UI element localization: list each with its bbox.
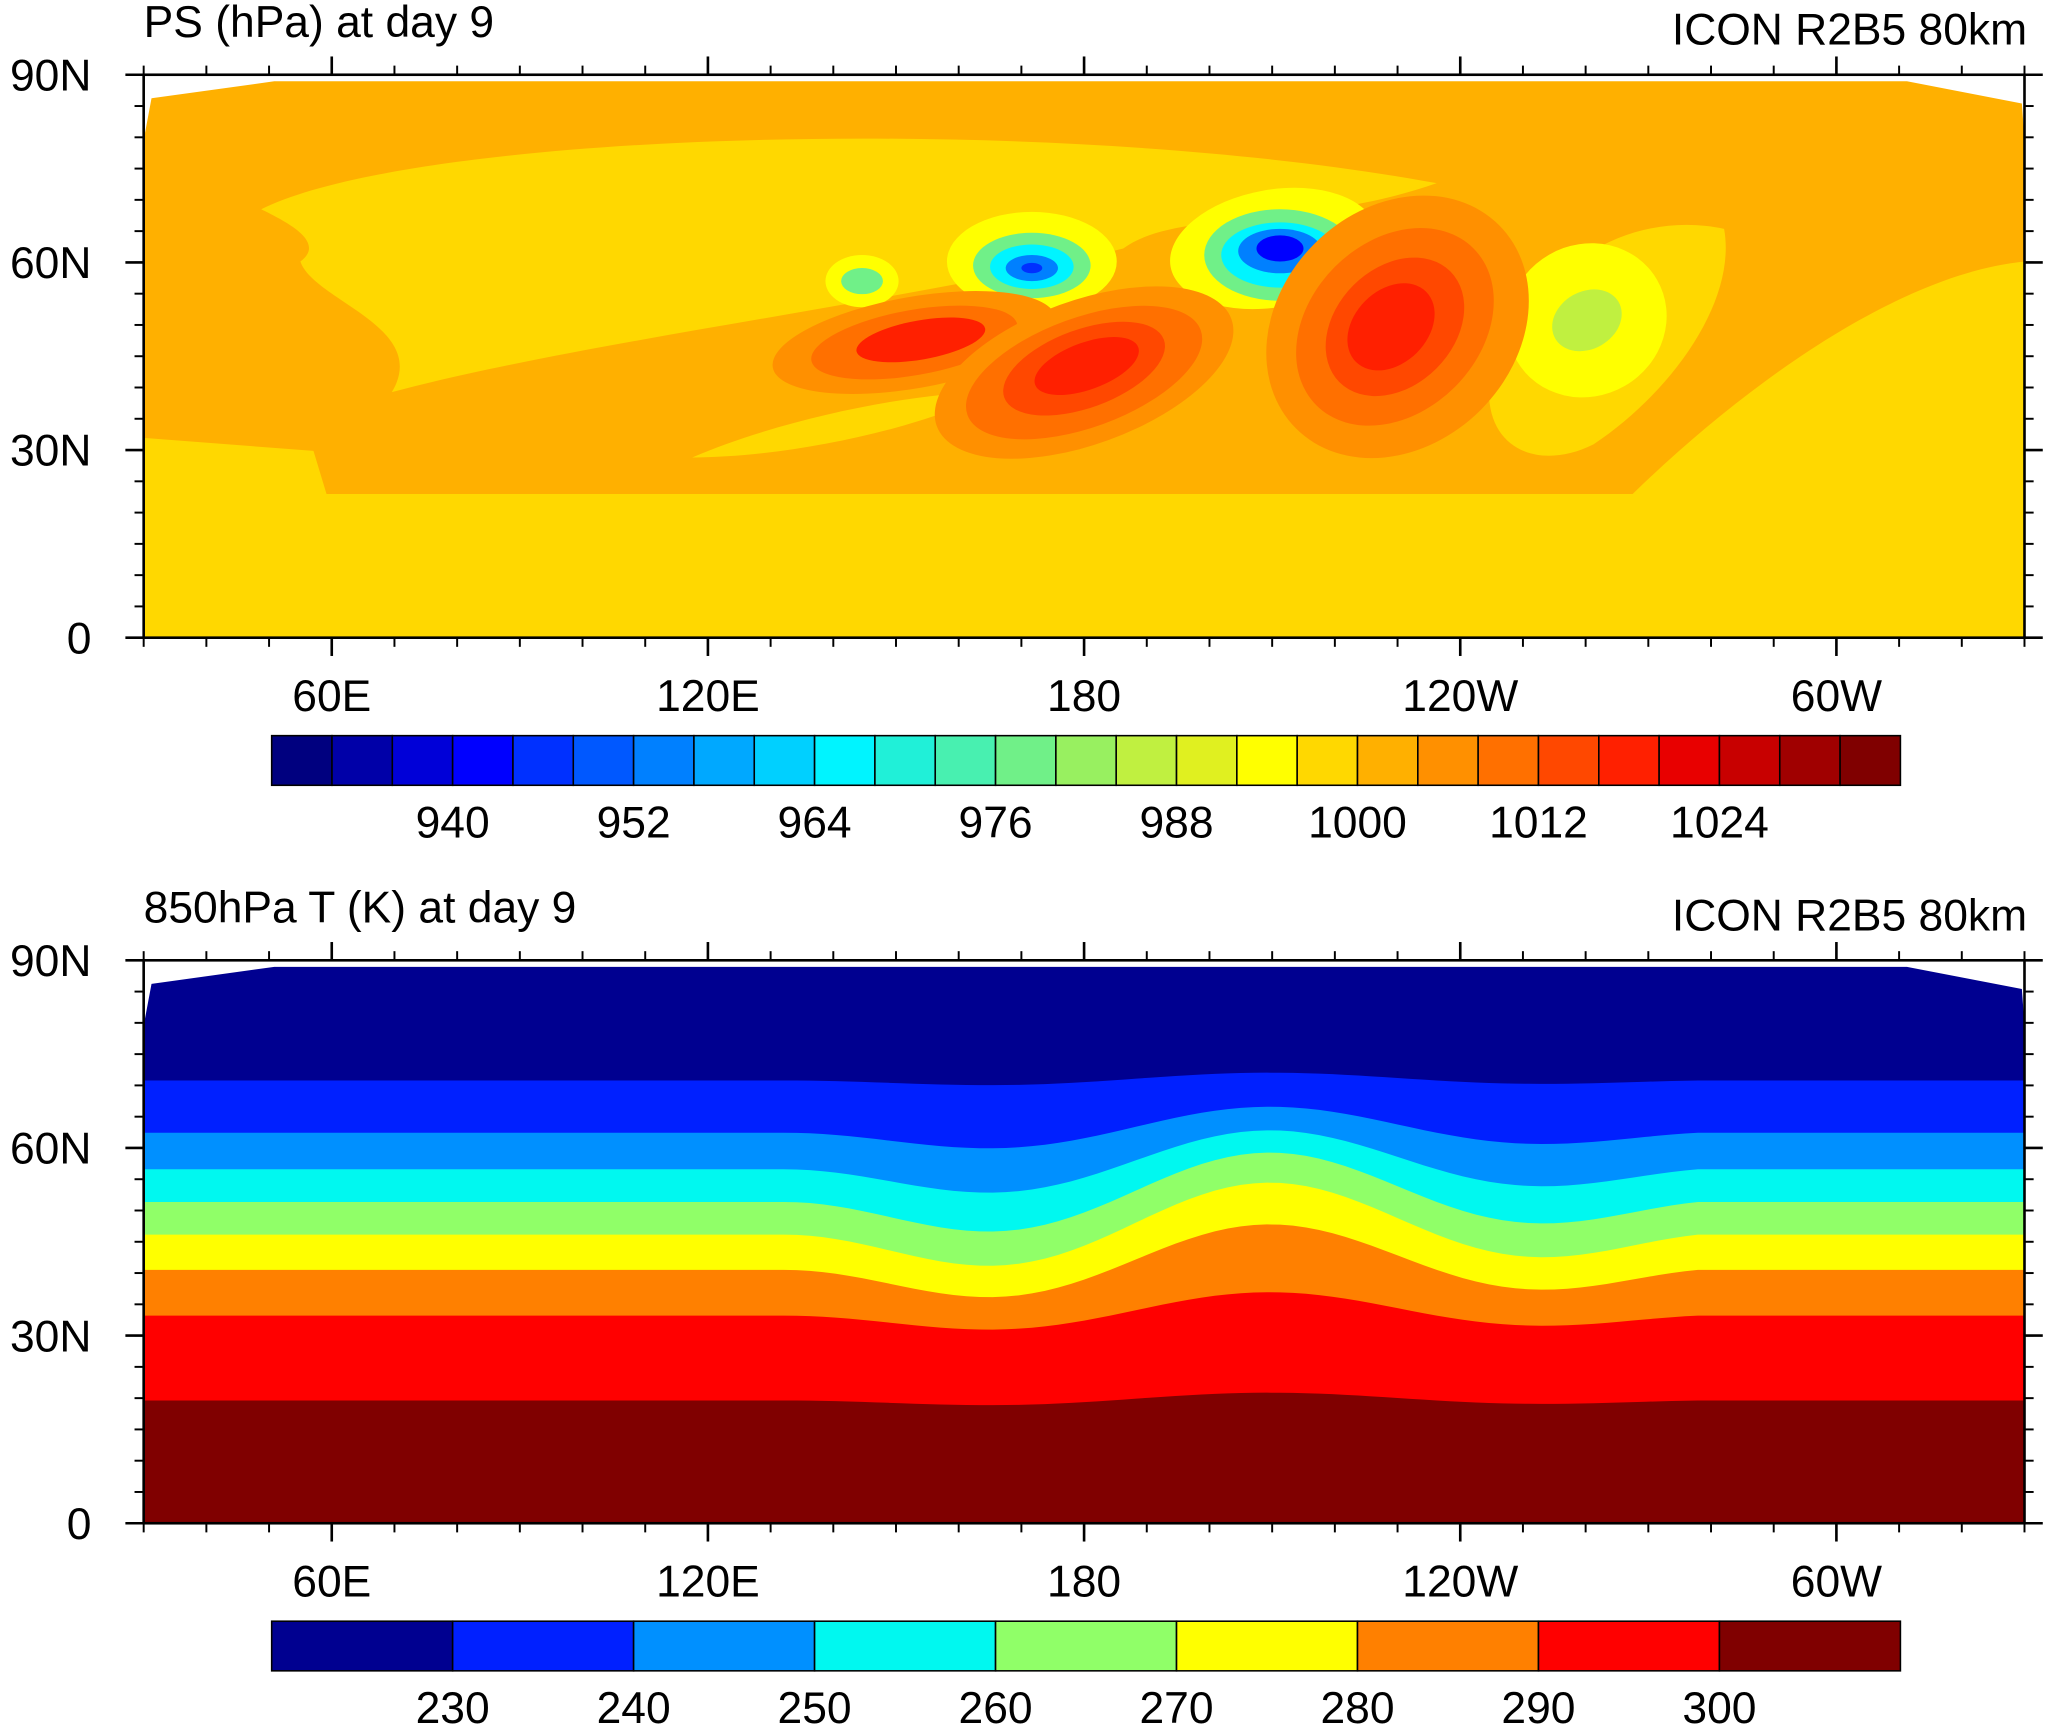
colorbar-box bbox=[994, 1620, 1178, 1672]
chart-title: PS (hPa) at day 9 bbox=[144, 0, 494, 47]
colorbar-label: 1012 bbox=[1489, 799, 1588, 848]
chart-subtitle: ICON R2B5 80km bbox=[1672, 891, 2027, 940]
colorbar-box bbox=[391, 734, 454, 787]
contour-fill bbox=[1034, 337, 1139, 396]
colorbar-box bbox=[1718, 1620, 1902, 1672]
x-tick-label: 120E bbox=[656, 672, 760, 721]
colorbar-box bbox=[270, 1620, 454, 1672]
x-tick-label: 60E bbox=[292, 672, 371, 721]
colorbar-box bbox=[753, 734, 816, 787]
colorbar-box bbox=[813, 1620, 997, 1672]
colorbar-label: 300 bbox=[1682, 1684, 1756, 1726]
colorbar-box bbox=[1296, 734, 1359, 787]
x-tick-label: 60E bbox=[292, 1557, 371, 1606]
colorbar-box bbox=[1356, 734, 1419, 787]
colorbar-box bbox=[572, 734, 635, 787]
colorbar-box bbox=[813, 734, 876, 787]
colorbar-box bbox=[1175, 734, 1238, 787]
contour-fill bbox=[692, 392, 993, 458]
polar-mask bbox=[143, 74, 2025, 141]
colorbar-box bbox=[934, 734, 997, 787]
colorbar-box bbox=[1477, 734, 1540, 787]
y-tick-label: 30N bbox=[10, 1312, 91, 1361]
contour-field bbox=[143, 960, 2025, 1524]
contour-field bbox=[143, 74, 2025, 638]
colorbar-box bbox=[1417, 734, 1479, 787]
colorbar-box bbox=[1175, 1620, 1359, 1672]
colorbar-label: 250 bbox=[778, 1684, 852, 1726]
colorbar-box bbox=[1718, 734, 1781, 787]
colorbar-label: 940 bbox=[416, 799, 490, 848]
colorbar-box bbox=[1236, 734, 1298, 787]
colorbar-box bbox=[1356, 1620, 1540, 1672]
x-tick-label: 60W bbox=[1791, 672, 1882, 721]
colorbar-label: 988 bbox=[1139, 799, 1213, 848]
colorbar-box bbox=[1658, 734, 1721, 787]
chart-title: 850hPa T (K) at day 9 bbox=[144, 883, 577, 932]
colorbar-box bbox=[1839, 734, 1902, 787]
contour-fill bbox=[1256, 235, 1304, 262]
colorbar-box bbox=[874, 734, 937, 787]
colorbar-box bbox=[451, 1620, 635, 1672]
colorbar-label: 952 bbox=[597, 799, 671, 848]
colorbar-box bbox=[994, 734, 1057, 787]
colorbar-box bbox=[1055, 734, 1117, 787]
y-tick-label: 60N bbox=[10, 1125, 91, 1174]
contour-fill bbox=[1347, 283, 1435, 371]
colorbar-label: 1000 bbox=[1308, 799, 1407, 848]
x-tick-label: 120E bbox=[656, 1557, 760, 1606]
x-tick-label: 60W bbox=[1791, 1557, 1882, 1606]
colorbar-label: 1024 bbox=[1670, 799, 1769, 848]
colorbar-box bbox=[270, 734, 333, 787]
colorbar-label: 270 bbox=[1139, 1684, 1213, 1726]
colorbar-label: 964 bbox=[778, 799, 852, 848]
colorbar-box bbox=[1537, 734, 1600, 787]
x-tick-label: 180 bbox=[1047, 1557, 1121, 1606]
y-tick-label: 90N bbox=[10, 937, 91, 986]
x-tick-label: 120W bbox=[1402, 672, 1518, 721]
contour-fill bbox=[1552, 289, 1622, 352]
contour-fill bbox=[143, 960, 2025, 1086]
contour-fill bbox=[841, 268, 883, 295]
colorbar-box bbox=[1598, 734, 1660, 787]
colorbar-box bbox=[1537, 1620, 1721, 1672]
colorbar-box bbox=[512, 734, 575, 787]
chart-subtitle: ICON R2B5 80km bbox=[1672, 6, 2027, 55]
colorbar-label: 230 bbox=[416, 1684, 490, 1726]
y-tick-label: 0 bbox=[67, 1500, 92, 1549]
colorbar-box bbox=[331, 734, 394, 787]
contour-fill bbox=[1021, 262, 1043, 274]
y-tick-label: 90N bbox=[10, 51, 91, 100]
y-tick-label: 30N bbox=[10, 427, 91, 476]
colorbar-label: 260 bbox=[959, 1684, 1033, 1726]
colorbar-box bbox=[632, 734, 695, 787]
x-tick-label: 180 bbox=[1047, 672, 1121, 721]
colorbar-label: 280 bbox=[1320, 1684, 1394, 1726]
colorbar-box bbox=[1115, 734, 1178, 787]
x-tick-label: 120W bbox=[1402, 1557, 1518, 1606]
colorbar-label: 976 bbox=[959, 799, 1033, 848]
colorbar-box bbox=[693, 734, 756, 787]
y-tick-label: 0 bbox=[67, 614, 92, 663]
colorbar-label: 290 bbox=[1501, 1684, 1575, 1726]
colorbar-box bbox=[451, 734, 514, 787]
y-tick-label: 60N bbox=[10, 239, 91, 288]
colorbar-box bbox=[1778, 734, 1841, 787]
colorbar-box bbox=[632, 1620, 816, 1672]
contour-fill bbox=[856, 317, 986, 363]
colorbar-label: 240 bbox=[597, 1684, 671, 1726]
